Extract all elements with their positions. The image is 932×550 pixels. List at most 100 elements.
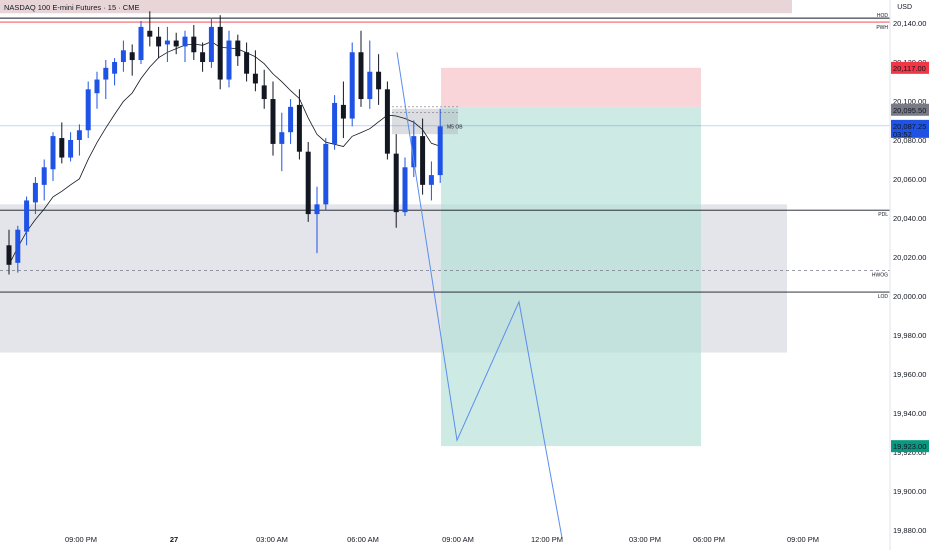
candle	[208, 19, 214, 68]
price-tick-label: 19,960.00	[893, 370, 926, 379]
candle-body	[393, 153, 399, 213]
moving-average	[8, 41, 441, 265]
candle-body	[323, 143, 329, 205]
candle	[420, 118, 426, 195]
candle-body	[279, 132, 285, 144]
time-tick-label: 12:00 PM	[531, 535, 563, 544]
take-profit-zone[interactable]	[441, 106, 701, 447]
price-label-text: 20,087.25	[893, 122, 926, 131]
candle-body	[217, 26, 223, 80]
candle	[384, 81, 390, 160]
candle	[173, 32, 179, 55]
time-tick-label: 09:00 AM	[442, 535, 474, 544]
candle	[112, 58, 118, 86]
time-tick-label: 03:00 AM	[256, 535, 288, 544]
candle	[376, 54, 382, 105]
candle-body	[103, 67, 109, 80]
currency-label: USD	[897, 4, 912, 11]
candle	[191, 24, 197, 61]
candle	[15, 225, 21, 273]
candle	[85, 81, 91, 139]
price-tick-label: 20,080.00	[893, 136, 926, 145]
candle-body	[32, 182, 38, 203]
price-label-countdown: 03:52	[893, 130, 912, 139]
price-tick-label: 20,020.00	[893, 253, 926, 262]
level-lines: HOD PWH PDL HWOG LOD	[0, 13, 890, 300]
candle-body	[288, 106, 294, 133]
candle	[76, 124, 82, 156]
candle-body	[173, 40, 179, 47]
price-tick-label: 19,920.00	[893, 448, 926, 457]
projection-path[interactable]	[396, 52, 563, 538]
candle	[129, 44, 135, 76]
order-block-label: M5 OB	[447, 124, 463, 130]
candle-body	[68, 140, 74, 158]
candle-body	[296, 104, 302, 152]
candle-body	[200, 52, 206, 62]
chart-title: NASDAQ 100 E-mini Futures · 15 · CME	[4, 3, 140, 12]
candle-body	[191, 36, 197, 53]
time-axis[interactable]: 09:00 PM 27 03:00 AM 06:00 AM 09:00 AM 12:00 …	[65, 535, 819, 544]
position-tool[interactable]: M5 OB	[392, 67, 701, 447]
candle-body	[305, 151, 311, 215]
candle-body	[244, 52, 250, 74]
time-tick-label: 03:00 PM	[629, 535, 661, 544]
candle-body	[94, 79, 100, 94]
time-tick-label: 09:00 PM	[65, 535, 97, 544]
candle-body	[164, 40, 170, 45]
candle	[24, 196, 30, 246]
candle-body	[411, 136, 417, 168]
candle-body	[76, 130, 82, 140]
candle	[41, 159, 47, 201]
candle-body	[349, 52, 355, 119]
candle-body	[235, 40, 241, 57]
moving-average-line	[8, 41, 441, 265]
level-label-hwog: HWOG	[872, 273, 888, 279]
candle-body	[314, 204, 320, 215]
candle-body	[261, 85, 267, 100]
price-label-box	[891, 61, 929, 74]
candle-body	[358, 52, 364, 100]
candle	[6, 229, 12, 275]
candle	[296, 89, 302, 160]
candle	[305, 141, 311, 222]
stop-loss-zone[interactable]	[441, 67, 701, 107]
candle-body	[384, 89, 390, 154]
candle-body	[156, 36, 162, 47]
candle-body	[428, 175, 434, 185]
candle	[120, 40, 126, 72]
price-label-text: 20,095.50	[893, 106, 926, 115]
candle	[437, 108, 443, 183]
candle-body	[85, 89, 91, 131]
price-tick-label: 19,980.00	[893, 331, 926, 340]
candle	[50, 132, 56, 181]
candle	[270, 81, 276, 156]
projection-path-line[interactable]	[396, 52, 563, 538]
candle	[68, 132, 74, 162]
candle	[182, 30, 188, 62]
candle-body	[208, 26, 214, 62]
candle	[288, 99, 294, 144]
price-tick-label: 20,100.00	[893, 97, 926, 106]
candle-body	[376, 71, 382, 90]
candle	[279, 112, 285, 172]
candle	[314, 186, 320, 254]
price-label-box	[891, 103, 929, 116]
price-axis[interactable]: 20,140.0020,120.0020,100.0020,080.0020,0…	[889, 0, 929, 550]
candle	[147, 11, 153, 47]
price-tick-label: 20,140.00	[893, 19, 926, 28]
candle-body	[402, 167, 408, 213]
level-label-pwh: PWH	[876, 25, 888, 31]
level-label-lod: LOD	[878, 294, 889, 300]
candle	[94, 71, 100, 109]
candle	[235, 34, 241, 66]
candle	[367, 40, 373, 109]
candle-body	[270, 99, 276, 144]
candle	[164, 26, 170, 62]
level-label-pdl: PDL	[878, 212, 888, 218]
candle-body	[340, 104, 346, 119]
candle	[261, 69, 267, 109]
price-tick-label: 19,880.00	[893, 526, 926, 535]
candle-body	[24, 200, 30, 232]
